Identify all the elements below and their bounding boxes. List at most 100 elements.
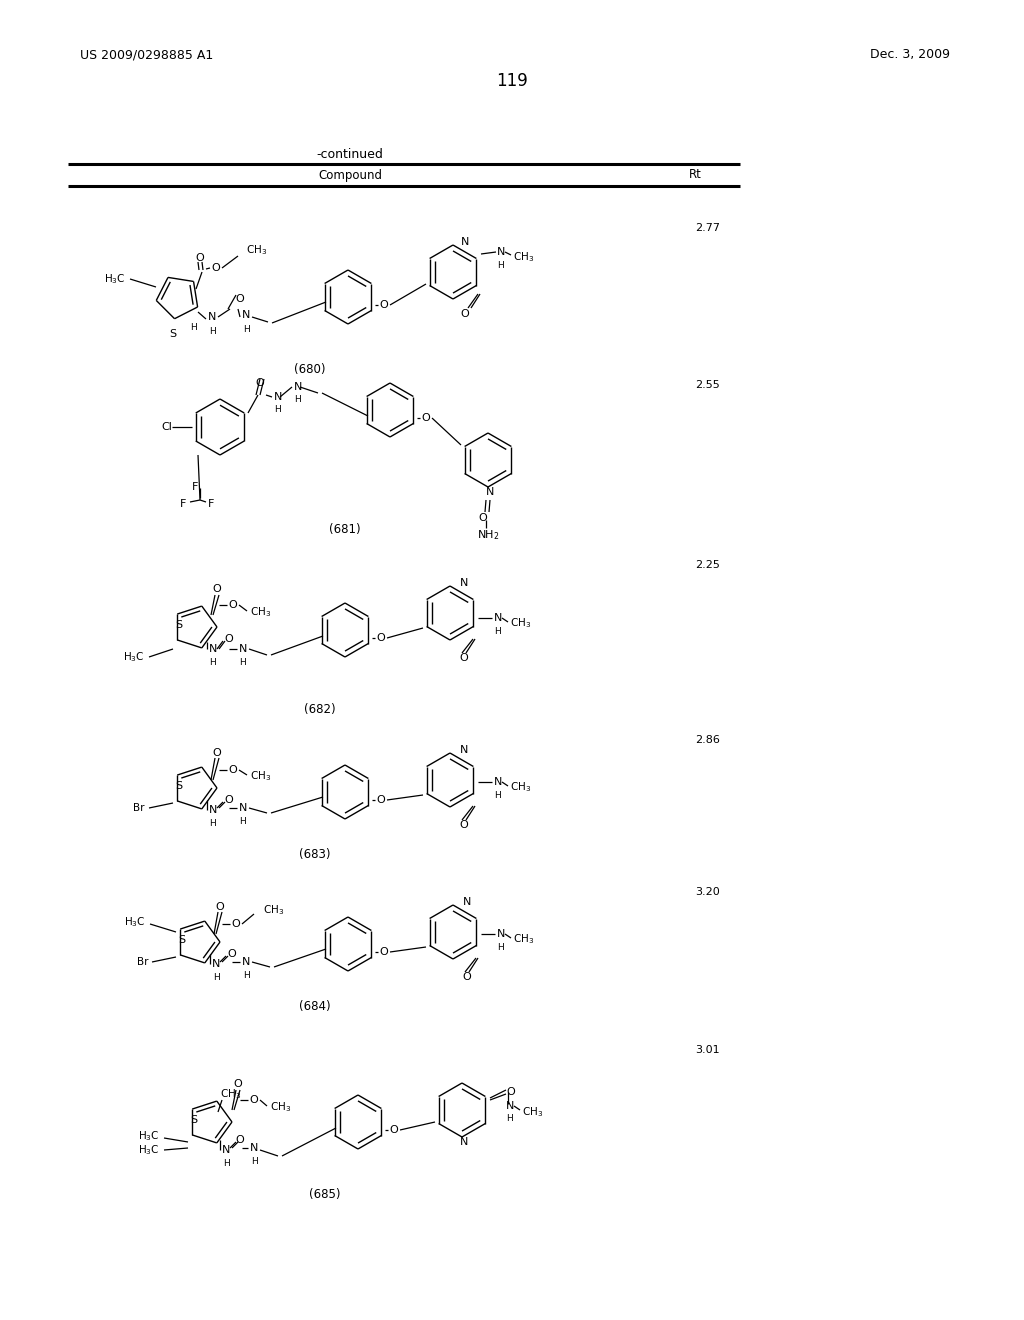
- Text: N: N: [460, 1137, 468, 1147]
- Text: H: H: [240, 657, 247, 667]
- Text: H$_3$C: H$_3$C: [138, 1143, 160, 1156]
- Text: H: H: [190, 322, 197, 331]
- Text: CH$_3$: CH$_3$: [263, 903, 285, 917]
- Text: CH$_3$: CH$_3$: [220, 1088, 242, 1101]
- Text: H: H: [497, 261, 504, 271]
- Text: O: O: [236, 294, 245, 304]
- Text: O: O: [460, 653, 468, 663]
- Text: H: H: [506, 1114, 513, 1123]
- Text: O: O: [224, 634, 233, 644]
- Text: S: S: [190, 1115, 198, 1125]
- Text: H: H: [210, 327, 216, 337]
- Text: N: N: [497, 929, 506, 939]
- Text: O: O: [233, 1078, 243, 1089]
- Text: O: O: [460, 820, 468, 830]
- Text: O: O: [196, 253, 205, 263]
- Text: Cl: Cl: [161, 422, 172, 432]
- Text: 119: 119: [496, 73, 528, 90]
- Text: N: N: [239, 644, 247, 653]
- Text: CH$_3$: CH$_3$: [510, 780, 531, 793]
- Text: -continued: -continued: [316, 148, 383, 161]
- Text: N: N: [212, 960, 220, 969]
- Text: H: H: [497, 942, 504, 952]
- Text: O: O: [213, 583, 221, 594]
- Text: S: S: [176, 620, 182, 630]
- Text: H$_3$C: H$_3$C: [124, 651, 145, 664]
- Text: Rt: Rt: [688, 169, 701, 181]
- Text: H: H: [251, 1158, 257, 1166]
- Text: H: H: [494, 627, 501, 636]
- Text: N: N: [208, 312, 216, 322]
- Text: F: F: [191, 482, 198, 492]
- Text: N: N: [242, 310, 250, 319]
- Text: Dec. 3, 2009: Dec. 3, 2009: [870, 48, 950, 61]
- Text: N: N: [222, 1144, 230, 1155]
- Text: N: N: [460, 744, 468, 755]
- Text: N: N: [209, 805, 217, 814]
- Text: NH$_2$: NH$_2$: [477, 528, 500, 543]
- Text: H: H: [274, 405, 281, 414]
- Text: F: F: [179, 499, 186, 510]
- Text: O: O: [380, 946, 388, 957]
- Text: O: O: [216, 902, 224, 912]
- Text: N: N: [461, 238, 469, 247]
- Text: H: H: [243, 972, 250, 979]
- Text: N: N: [494, 612, 503, 623]
- Text: H: H: [210, 818, 216, 828]
- Text: S: S: [178, 935, 185, 945]
- Text: (685): (685): [309, 1188, 341, 1201]
- Text: (683): (683): [299, 847, 331, 861]
- Text: N: N: [239, 803, 247, 813]
- Text: O: O: [380, 300, 388, 310]
- Text: O: O: [506, 1086, 515, 1097]
- Text: CH$_3$: CH$_3$: [250, 770, 271, 783]
- Text: H: H: [494, 791, 501, 800]
- Text: S: S: [176, 781, 182, 791]
- Text: CH$_3$: CH$_3$: [246, 243, 267, 257]
- Text: Br: Br: [133, 803, 145, 813]
- Text: H: H: [210, 657, 216, 667]
- Text: N: N: [463, 898, 471, 907]
- Text: 2.86: 2.86: [695, 735, 720, 744]
- Text: O: O: [250, 1096, 258, 1105]
- Text: H: H: [294, 395, 301, 404]
- Text: O: O: [213, 748, 221, 758]
- Text: N: N: [494, 777, 503, 787]
- Text: CH$_3$: CH$_3$: [510, 616, 531, 630]
- Text: O: O: [231, 919, 241, 929]
- Text: (681): (681): [329, 523, 360, 536]
- Text: N: N: [460, 578, 468, 587]
- Text: N: N: [485, 487, 495, 498]
- Text: S: S: [169, 329, 176, 339]
- Text: H: H: [222, 1159, 229, 1168]
- Text: O: O: [256, 378, 264, 388]
- Text: (682): (682): [304, 704, 336, 715]
- Text: O: O: [389, 1125, 398, 1135]
- Text: CH$_3$: CH$_3$: [513, 249, 535, 264]
- Text: N: N: [294, 381, 302, 392]
- Text: O: O: [212, 263, 220, 273]
- Text: H: H: [240, 817, 247, 826]
- Text: N: N: [209, 644, 217, 653]
- Text: N: N: [274, 392, 283, 403]
- Text: N: N: [497, 247, 506, 257]
- Text: H$_3$C: H$_3$C: [138, 1129, 160, 1143]
- Text: O: O: [228, 601, 238, 610]
- Text: O: O: [461, 309, 469, 319]
- Text: O: O: [236, 1135, 245, 1144]
- Text: O: O: [422, 413, 430, 422]
- Text: H$_3$C: H$_3$C: [104, 272, 126, 286]
- Text: CH$_3$: CH$_3$: [270, 1100, 291, 1114]
- Text: 2.77: 2.77: [695, 223, 720, 234]
- Text: N: N: [506, 1101, 514, 1111]
- Text: 2.25: 2.25: [695, 560, 720, 570]
- Text: 3.20: 3.20: [695, 887, 720, 898]
- Text: F: F: [208, 499, 214, 510]
- Text: O: O: [227, 949, 237, 960]
- Text: O: O: [224, 795, 233, 805]
- Text: H$_3$C: H$_3$C: [125, 915, 146, 929]
- Text: O: O: [228, 766, 238, 775]
- Text: H: H: [243, 325, 250, 334]
- Text: O: O: [377, 634, 385, 643]
- Text: (684): (684): [299, 1001, 331, 1012]
